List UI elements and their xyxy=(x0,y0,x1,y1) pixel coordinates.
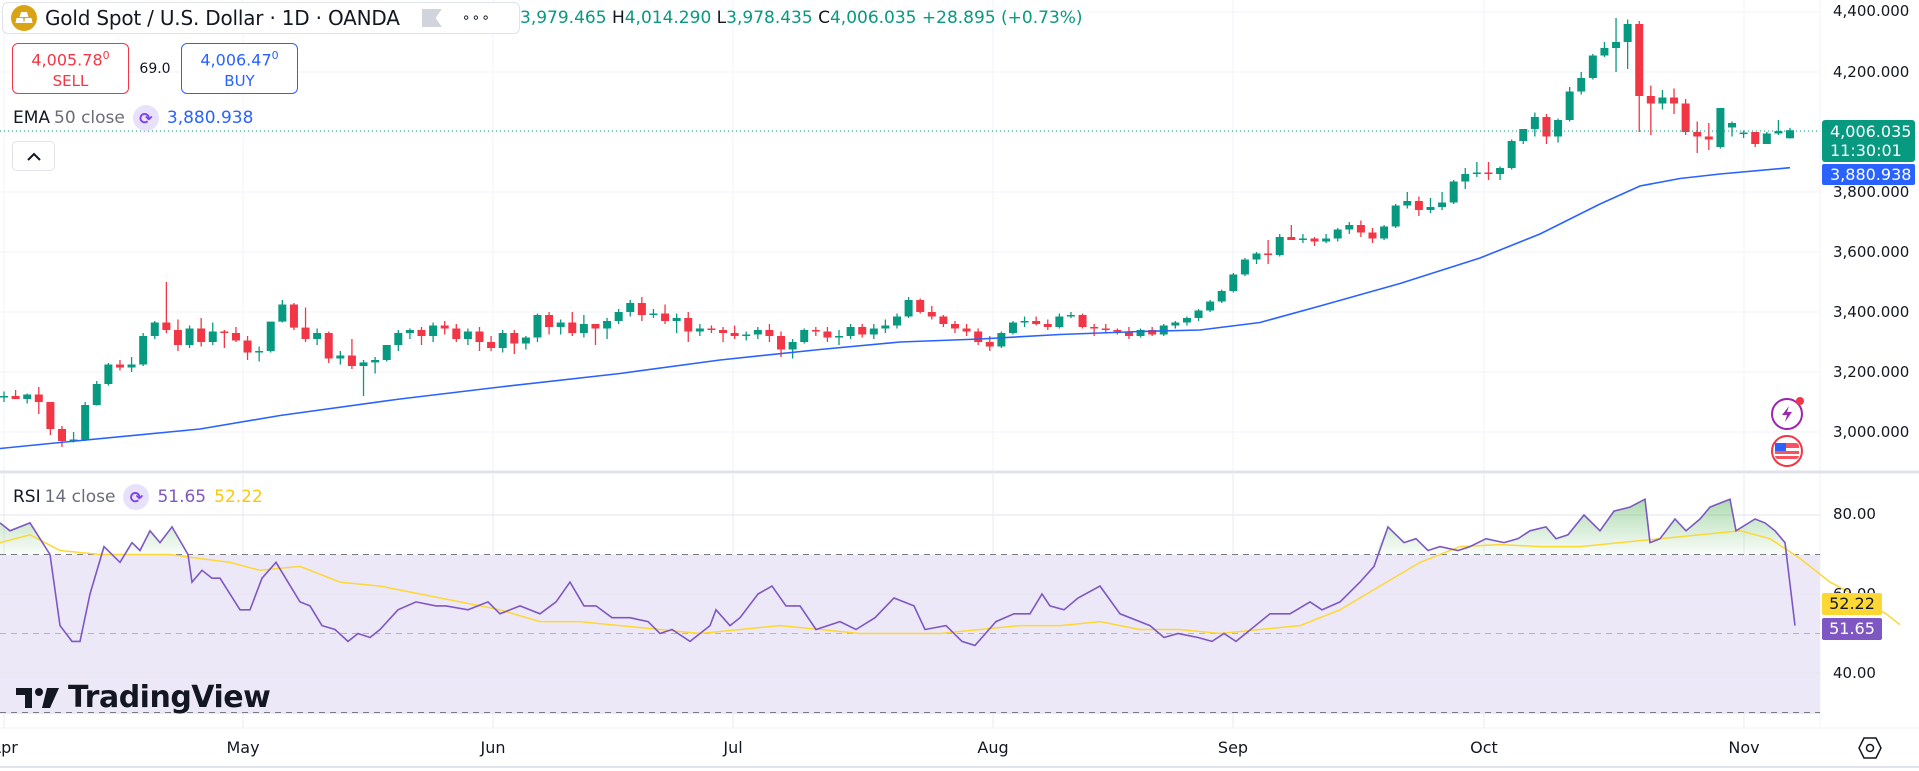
month-label: Apr xyxy=(0,738,18,757)
rsi-name: RSI xyxy=(13,487,41,507)
ema-line xyxy=(0,166,1791,450)
bar-countdown: 11:30:01 xyxy=(1830,141,1902,160)
collapse-legend-button[interactable] xyxy=(12,141,55,171)
rsi-ma-value: 52.22 xyxy=(214,487,263,507)
high-value: 4,014.290 xyxy=(624,8,712,28)
buy-label: BUY xyxy=(224,71,255,90)
buy-button[interactable]: 4,006.470 BUY xyxy=(181,43,298,94)
settings-icon[interactable] xyxy=(1858,737,1882,763)
sell-button[interactable]: 4,005.780 SELL xyxy=(12,43,129,94)
flag-icon[interactable] xyxy=(421,9,442,27)
price-tick: 3,400.000 xyxy=(1833,303,1910,321)
tradingview-logo[interactable]: TradingView xyxy=(16,680,271,715)
close-value: 4,006.035 xyxy=(829,8,917,28)
change-value: +28.895 (+0.73%) xyxy=(921,8,1083,28)
rsi-line xyxy=(0,497,1796,647)
rsi-band xyxy=(0,555,1820,714)
price-tick: 4,400.000 xyxy=(1833,2,1910,20)
low-value: 3,978.435 xyxy=(726,8,813,28)
trade-panel: 4,005.780 SELL 69.0 4,006.470 BUY xyxy=(12,43,298,94)
month-label: May xyxy=(226,738,260,757)
rsi-value: 51.65 xyxy=(157,487,207,507)
ohlc-legend: 3,979.465 H4,014.290 L3,978.435 C4,006.0… xyxy=(520,8,1083,28)
rsi-tick: 80.00 xyxy=(1833,505,1876,523)
tradingview-logo-icon xyxy=(16,687,59,708)
price-tick: 4,200.000 xyxy=(1833,63,1910,81)
refresh-icon[interactable]: ⟳ xyxy=(123,484,150,510)
refresh-icon[interactable]: ⟳ xyxy=(132,105,159,131)
tradingview-wordmark: TradingView xyxy=(68,680,271,715)
rsi-params: 14 close xyxy=(44,487,116,507)
open-value: 3,979.465 xyxy=(520,8,607,28)
symbol-title[interactable]: Gold Spot / U.S. Dollar · 1D · OANDA xyxy=(45,6,400,30)
event-us-flag-icon[interactable] xyxy=(1771,435,1803,467)
month-label: Jun xyxy=(480,738,506,757)
price-tick: 3,200.000 xyxy=(1833,363,1910,381)
low-key: L xyxy=(716,8,727,28)
rsi-value-tag: 51.65 xyxy=(1822,618,1882,640)
high-key: H xyxy=(611,8,625,28)
month-label: Sep xyxy=(1217,738,1249,757)
candles xyxy=(0,18,1794,447)
rsi-ma-tag: 52.22 xyxy=(1822,593,1882,615)
ema-value: 3,880.938 xyxy=(166,108,254,128)
ema-params: 50 close xyxy=(54,108,125,128)
month-label: Jul xyxy=(723,738,743,757)
close-key: C xyxy=(818,8,830,28)
ema-price-tag: 3,880.938 xyxy=(1822,164,1915,185)
last-price: 4,006.035 xyxy=(1830,122,1912,141)
sell-label: SELL xyxy=(52,71,89,90)
ema-legend[interactable]: EMA 50 close ⟳ 3,880.938 xyxy=(13,105,253,131)
rsi-legend[interactable]: RSI 14 close ⟳ 51.65 52.22 xyxy=(13,484,263,510)
event-lightning-icon[interactable] xyxy=(1771,397,1804,430)
gold-bars-icon xyxy=(11,5,37,31)
spread-value: 69.0 xyxy=(139,60,171,77)
symbol-header[interactable]: Gold Spot / U.S. Dollar · 1D · OANDA ∘∘∘ xyxy=(2,2,520,34)
last-price-tag: 4,006.035 11:30:01 xyxy=(1822,120,1915,162)
price-tick: 3,800.000 xyxy=(1833,183,1910,201)
month-label: Nov xyxy=(1728,738,1760,757)
month-label: Oct xyxy=(1470,738,1498,757)
rsi-tick: 40.00 xyxy=(1833,664,1876,682)
buy-price: 4,006.470 xyxy=(200,49,279,70)
rsi-overbought-fill xyxy=(0,499,1795,555)
month-label: Aug xyxy=(977,738,1009,757)
price-tick: 3,000.000 xyxy=(1833,423,1910,441)
rsi-grid xyxy=(0,514,1820,713)
more-options-icon[interactable]: ∘∘∘ xyxy=(461,10,492,26)
chevron-up-icon xyxy=(26,152,41,161)
sell-price: 4,005.780 xyxy=(31,49,110,70)
ema-name: EMA xyxy=(13,108,51,128)
price-tick: 3,600.000 xyxy=(1833,243,1910,261)
